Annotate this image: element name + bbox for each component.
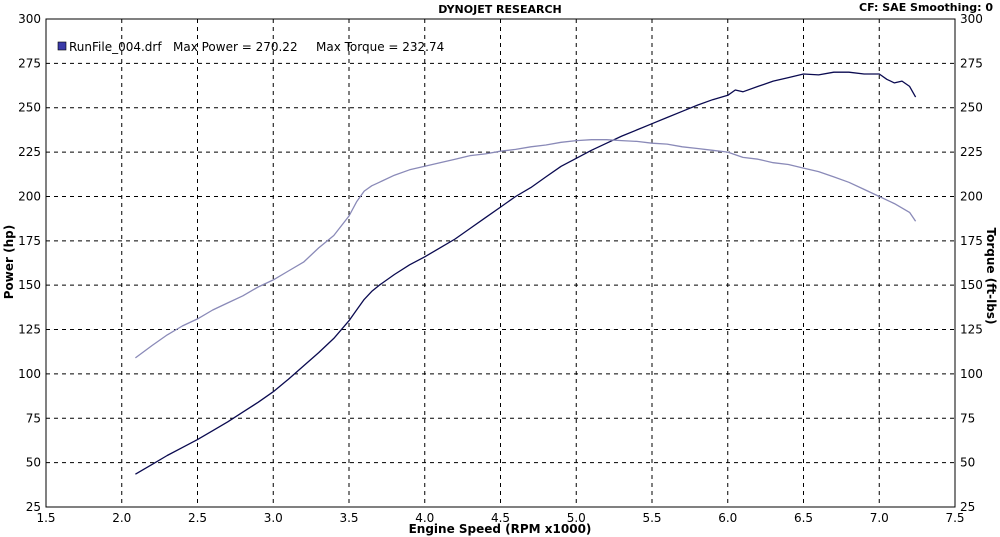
- settings-readout: CF: SAE Smoothing: 0: [859, 1, 993, 14]
- x-tick-label: 4.0: [415, 511, 434, 525]
- grid: [46, 19, 955, 507]
- x-tick-label: 6.5: [794, 511, 813, 525]
- torque-curve: [135, 139, 917, 359]
- x-tick-label: 3.5: [339, 511, 358, 525]
- y-tick-label-right: 125: [960, 323, 983, 337]
- y-tick-label-left: 300: [18, 12, 41, 26]
- power-curve: [135, 71, 917, 475]
- y-tick-label-left: 50: [26, 456, 41, 470]
- y-tick-label-left: 175: [18, 234, 41, 248]
- y-tick-label-right: 250: [960, 101, 983, 115]
- y-tick-label-left: 150: [18, 278, 41, 292]
- y-tick-label-right: 100: [960, 367, 983, 381]
- y-tick-label-right: 300: [960, 12, 983, 26]
- x-tick-label: 3.0: [264, 511, 283, 525]
- x-tick-label: 2.5: [188, 511, 207, 525]
- x-tick-label: 7.5: [945, 511, 964, 525]
- series-layer: [135, 71, 917, 475]
- legend-max-power: Max Power = 270.22: [173, 40, 298, 54]
- y-tick-label-right: 50: [960, 456, 975, 470]
- y-tick-label-right: 75: [960, 411, 975, 425]
- y-axis-left-title: Power (hp): [2, 225, 16, 299]
- y-tick-label-left: 100: [18, 367, 41, 381]
- y-axis-right-title: Torque (ft-lbs): [984, 228, 998, 325]
- x-tick-label: 2.0: [112, 511, 131, 525]
- y-tick-label-right: 225: [960, 145, 983, 159]
- y-tick-label-left: 225: [18, 145, 41, 159]
- x-tick-label: 5.0: [567, 511, 586, 525]
- y-tick-label-left: 75: [26, 411, 41, 425]
- y-tick-label-left: 275: [18, 56, 41, 70]
- y-tick-label-left: 25: [26, 500, 41, 514]
- y-tick-label-left: 125: [18, 323, 41, 337]
- x-tick-label: 1.5: [36, 511, 55, 525]
- y-tick-label-left: 200: [18, 189, 41, 203]
- y-tick-label-left: 250: [18, 101, 41, 115]
- x-tick-label: 4.5: [491, 511, 510, 525]
- y-tick-label-right: 175: [960, 234, 983, 248]
- x-tick-label: 7.0: [870, 511, 889, 525]
- y-tick-label-right: 150: [960, 278, 983, 292]
- x-tick-label: 5.5: [642, 511, 661, 525]
- tick-labels: 1.5 2.0 2.5 3.0 3.5 4.0 4.5 5.0 5.5 6.0 6.5 7.0 7.52…: [18, 12, 983, 525]
- y-tick-label-right: 200: [960, 189, 983, 203]
- y-tick-label-right: 275: [960, 56, 983, 70]
- legend-max-torque: Max Torque = 232.74: [316, 40, 444, 54]
- x-tick-label: 6.0: [718, 511, 737, 525]
- y-tick-label-right: 25: [960, 500, 975, 514]
- x-axis-title: Engine Speed (RPM x1000): [409, 522, 592, 536]
- legend-swatch: [57, 41, 67, 51]
- legend: RunFile_004.drf Max Power = 270.22 Max T…: [57, 40, 444, 54]
- plot-frame: [45, 18, 956, 508]
- legend-run-label: RunFile_004.drf: [69, 40, 162, 54]
- chart-title: DYNOJET RESEARCH: [438, 3, 561, 16]
